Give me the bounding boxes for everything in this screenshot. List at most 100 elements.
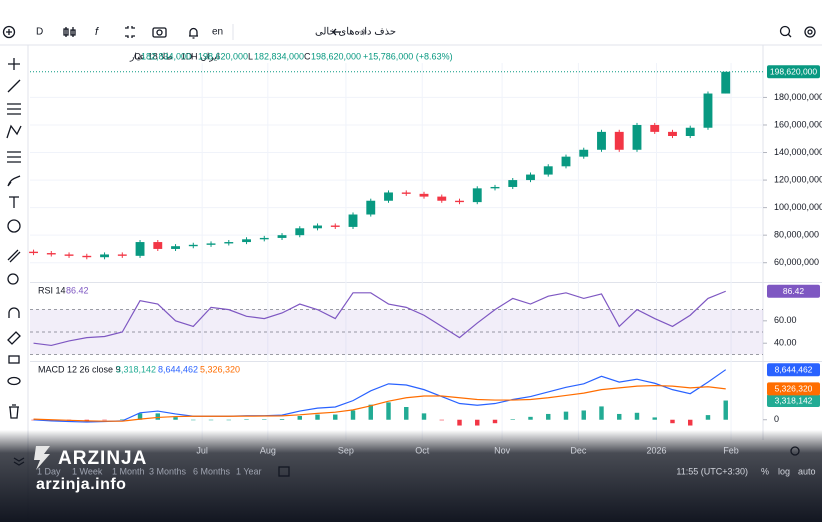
- pattern-tool[interactable]: [6, 124, 22, 139]
- timeframe-button[interactable]: 3 Months: [149, 466, 187, 476]
- macd-histogram-bar: [386, 402, 391, 420]
- fib-tool[interactable]: [7, 103, 21, 115]
- candle-body: [455, 200, 464, 203]
- axis-settings-icon[interactable]: [790, 446, 800, 456]
- macd-histogram-bar: [546, 413, 551, 420]
- pane-value: 8,644,462: [158, 364, 198, 374]
- y-tick-label: 140,000,000: [774, 147, 822, 157]
- candle-body: [153, 242, 163, 249]
- hide-tool[interactable]: [7, 376, 21, 386]
- macd-last-label-box: [767, 382, 820, 396]
- candle-body: [206, 243, 216, 245]
- timeframe-button[interactable]: 1 Week: [72, 466, 103, 476]
- ohlc-l: 182,834,000: [254, 51, 304, 61]
- y-tick-label: 120,000,000: [774, 174, 822, 184]
- log-toggle[interactable]: log: [778, 466, 790, 476]
- x-tick-label: Dec: [570, 445, 587, 455]
- undo-icon[interactable]: [332, 28, 341, 36]
- macd-line: [33, 384, 726, 422]
- rsi-last-label: 86.42: [783, 286, 805, 296]
- macd-histogram-bar: [492, 419, 498, 424]
- pane-value: 3,318,142: [116, 364, 156, 374]
- candle-body: [46, 253, 56, 255]
- layers-icon[interactable]: [13, 457, 25, 466]
- text-tool[interactable]: [9, 196, 19, 208]
- candle-body: [224, 242, 234, 244]
- candle-body: [597, 131, 606, 150]
- candle-body: [721, 71, 731, 94]
- macd-histogram-bar: [173, 417, 178, 420]
- settings-icon[interactable]: [804, 26, 816, 38]
- trendline-tool[interactable]: [7, 79, 21, 93]
- date-range-icon[interactable]: [278, 466, 290, 477]
- remove-empty-button[interactable]: حذف داده‌های خالی: [315, 27, 396, 38]
- macd-histogram-bar: [421, 413, 427, 420]
- percent-toggle[interactable]: %: [761, 466, 769, 476]
- pane-value: 86.42: [66, 285, 89, 295]
- last-price-label: 198,620,000: [770, 67, 818, 77]
- candle-body: [543, 166, 553, 175]
- ohlc-c: 198,620,000: [311, 51, 361, 61]
- y-tick-label: 100,000,000: [774, 202, 822, 212]
- language-button[interactable]: en: [212, 27, 223, 38]
- macd-histogram-bar: [457, 419, 462, 426]
- candle-body: [277, 235, 287, 238]
- pane-title: RSI 14: [38, 285, 66, 295]
- redo-icon[interactable]: [358, 28, 367, 36]
- candle-body: [561, 156, 571, 167]
- snapshot-icon[interactable]: [152, 27, 167, 38]
- timezone[interactable]: 11:55 (UTC+3:30): [676, 466, 748, 476]
- alert-icon[interactable]: [189, 27, 198, 39]
- icon-tool[interactable]: [7, 219, 21, 233]
- candle-body: [526, 174, 535, 181]
- candle-body: [419, 193, 429, 197]
- zoom-tool[interactable]: [7, 273, 19, 285]
- macd-last-label-box: [767, 363, 820, 377]
- candle-body: [384, 192, 393, 201]
- macd-histogram-bar: [262, 419, 267, 420]
- candle-body: [117, 254, 127, 256]
- brand-logo: [34, 446, 50, 470]
- delete-tool[interactable]: [9, 404, 19, 419]
- macd-histogram-bar: [528, 416, 533, 420]
- timeframe-button[interactable]: 6 Months: [193, 466, 231, 476]
- x-tick-label: Nov: [494, 445, 511, 455]
- macd-histogram-bar: [155, 413, 161, 420]
- rsi-line: [33, 290, 726, 347]
- candle-body: [64, 254, 74, 256]
- search-icon[interactable]: [779, 25, 791, 37]
- macd-histogram-bar: [404, 407, 409, 420]
- timeframe-button[interactable]: 1 Year: [236, 466, 262, 476]
- add-symbol-icon[interactable]: [2, 25, 16, 39]
- candle-body: [188, 244, 198, 247]
- x-tick-label: 2026: [646, 445, 666, 455]
- macd-histogram-bar: [581, 410, 586, 420]
- interval-button[interactable]: D: [36, 27, 43, 38]
- ohlc-c-key: C: [304, 51, 311, 61]
- timeframe-button[interactable]: 1 Day: [37, 466, 61, 476]
- y-tick-label: 180,000,000: [774, 92, 822, 102]
- auto-toggle[interactable]: auto: [798, 466, 816, 476]
- macd-histogram-bar: [350, 410, 356, 420]
- brush-tool[interactable]: [7, 175, 21, 187]
- macd-histogram-bar: [333, 414, 338, 420]
- lock-tool[interactable]: [8, 355, 20, 364]
- symbol-title: ایران · 1D · طلا 18 عیار: [129, 51, 219, 62]
- chart-type-icon[interactable]: [63, 27, 76, 37]
- crosshair-tool[interactable]: [8, 58, 20, 70]
- forecast-tool[interactable]: [7, 151, 21, 163]
- x-tick-label: Sep: [338, 445, 354, 455]
- measure-tool[interactable]: [7, 249, 21, 263]
- candle-body: [650, 124, 660, 132]
- candle-body: [171, 246, 180, 249]
- fullscreen-icon[interactable]: [125, 26, 135, 38]
- x-tick-label: Oct: [415, 445, 430, 455]
- x-tick-label: Jul: [196, 445, 208, 455]
- indicators-icon[interactable]: f: [95, 26, 99, 38]
- macd-line: [33, 369, 727, 423]
- magnet-tool[interactable]: [8, 307, 20, 318]
- pane-title: MACD 12 26 close 9: [38, 364, 121, 374]
- lock-drawings[interactable]: [7, 331, 21, 345]
- timeframe-button[interactable]: 1 Month: [112, 466, 145, 476]
- macd-last-label: 5,326,320: [775, 384, 813, 394]
